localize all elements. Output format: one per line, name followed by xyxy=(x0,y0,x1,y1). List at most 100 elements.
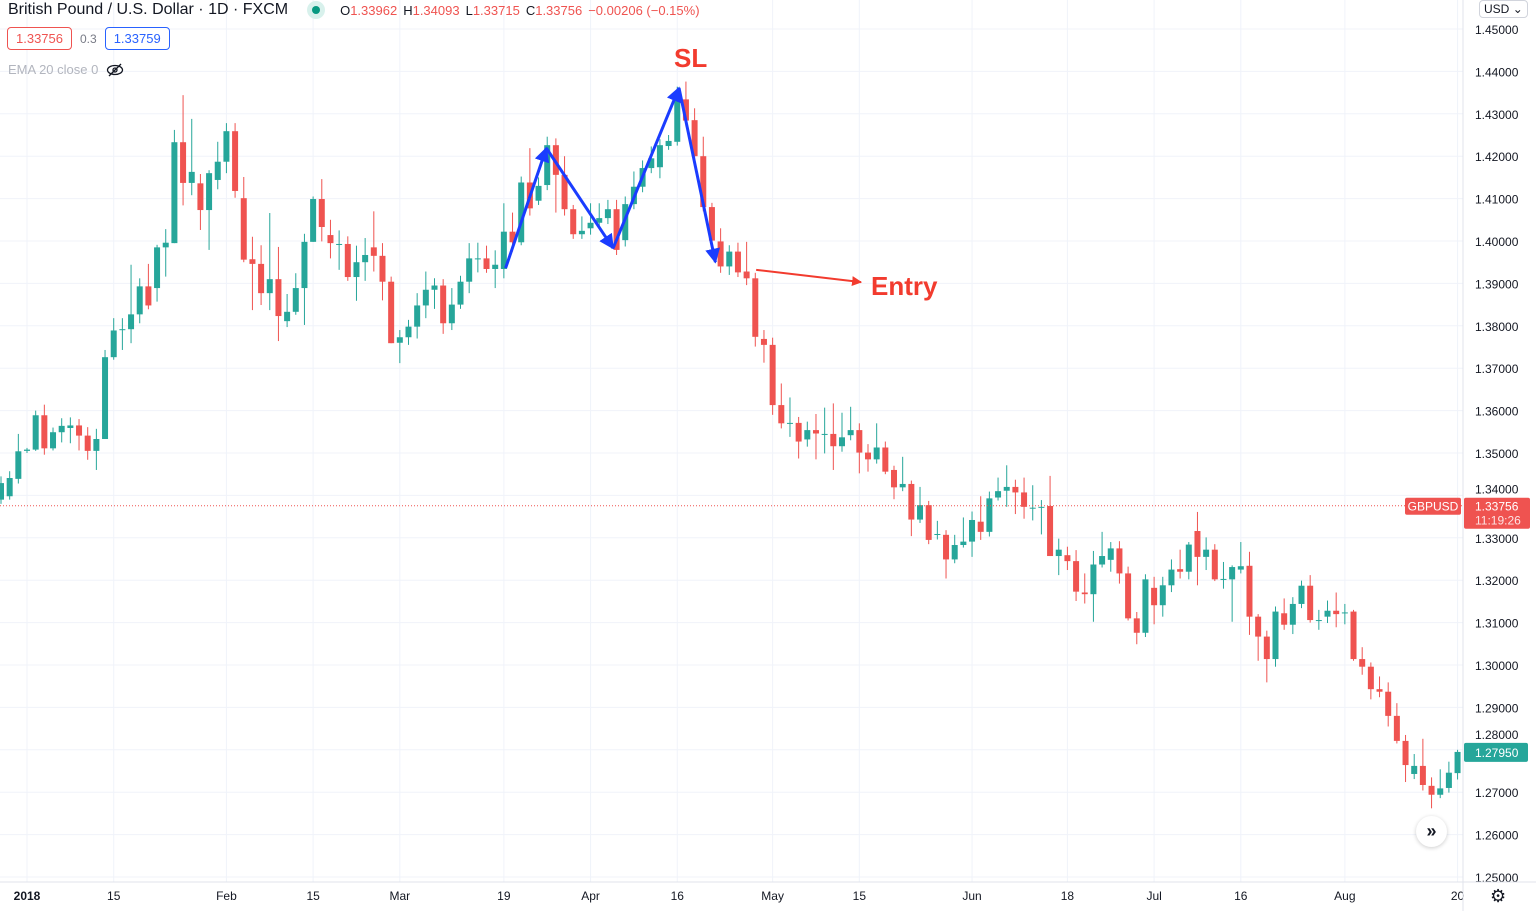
candle-body xyxy=(500,231,507,269)
x-tick-label: 15 xyxy=(107,889,121,903)
candle-body xyxy=(1038,506,1045,508)
indicator-legend[interactable]: EMA 20 close 0 xyxy=(8,62,124,77)
candle xyxy=(1177,549,1184,579)
candle-body xyxy=(674,99,681,142)
y-tick-label: 1.32000 xyxy=(1475,574,1519,588)
candle-body xyxy=(405,326,412,338)
candle xyxy=(1393,703,1400,744)
candle-body xyxy=(648,158,655,169)
candle-body xyxy=(1151,587,1158,606)
candle xyxy=(1142,574,1149,638)
candle-body xyxy=(457,281,464,305)
candle xyxy=(847,406,854,441)
candle-body xyxy=(1402,740,1409,766)
candle xyxy=(1402,734,1409,783)
candle xyxy=(162,229,169,277)
candle-body xyxy=(197,183,204,211)
candle-body xyxy=(232,131,239,191)
candle-body xyxy=(1142,579,1149,633)
candle-body xyxy=(1419,765,1426,785)
y-tick-label: 1.30000 xyxy=(1475,659,1519,673)
candle xyxy=(1159,576,1166,617)
candle xyxy=(743,241,750,286)
candle xyxy=(752,272,759,347)
candle xyxy=(1237,542,1244,574)
candle-body xyxy=(1229,567,1236,580)
sell-button[interactable]: 1.33756 xyxy=(7,27,72,50)
symbol-label: GBPUSD xyxy=(1408,500,1459,514)
candle xyxy=(154,244,161,302)
candle-body xyxy=(1055,549,1062,557)
eye-off-icon[interactable] xyxy=(106,63,124,77)
candle xyxy=(84,427,91,460)
candle xyxy=(717,228,724,273)
candle-body xyxy=(84,435,91,451)
scroll-to-realtime-button[interactable]: » xyxy=(1416,816,1447,847)
candle xyxy=(188,118,195,196)
x-tick-label: Jun xyxy=(962,889,981,903)
candle xyxy=(258,245,265,306)
candle-body xyxy=(275,279,282,317)
candle-body xyxy=(422,289,429,306)
candle xyxy=(1246,551,1253,635)
candle-body xyxy=(206,173,213,211)
candle xyxy=(917,486,924,523)
candle xyxy=(1298,580,1305,609)
settings-gear-icon[interactable]: ⚙ xyxy=(1490,886,1507,906)
candle-body xyxy=(370,247,377,256)
candle-body xyxy=(1220,578,1227,580)
candle-body xyxy=(570,209,577,235)
candle xyxy=(1376,676,1383,698)
candle-body xyxy=(1029,507,1036,509)
candle-body xyxy=(154,247,161,289)
candle xyxy=(1211,544,1218,582)
candle-body xyxy=(1298,585,1305,604)
candle-body xyxy=(544,145,551,186)
candle-body xyxy=(1437,788,1444,795)
candle xyxy=(769,337,776,415)
candle xyxy=(206,170,213,250)
candle xyxy=(899,456,906,492)
candle xyxy=(552,138,559,213)
candle xyxy=(1307,575,1314,623)
candle-body xyxy=(518,182,525,243)
x-tick-label: 19 xyxy=(497,889,511,903)
candle xyxy=(1359,647,1366,675)
candle-body xyxy=(93,439,100,451)
y-tick-label: 1.28000 xyxy=(1475,728,1519,742)
candle xyxy=(1255,614,1262,661)
candle xyxy=(232,123,239,198)
candle-body xyxy=(258,263,265,294)
candle xyxy=(708,202,715,246)
candle xyxy=(613,199,620,255)
candle xyxy=(249,236,256,311)
candle-body xyxy=(847,430,854,436)
currency-dropdown[interactable]: USD ⌄ xyxy=(1479,0,1528,18)
candle xyxy=(414,293,421,339)
candle-body xyxy=(596,218,603,223)
spread: 0.3 xyxy=(80,31,97,46)
candle xyxy=(812,413,819,460)
entry-arrow xyxy=(756,268,863,287)
candle xyxy=(838,412,845,452)
low-label: L xyxy=(465,2,473,18)
y-tick-label: 1.29000 xyxy=(1475,701,1519,715)
countdown-label: 11:19:26 xyxy=(1475,514,1521,528)
candle xyxy=(804,421,811,447)
candle-body xyxy=(1272,611,1279,660)
candle xyxy=(1107,542,1114,572)
candle xyxy=(492,250,499,289)
symbol-title[interactable]: British Pound / U.S. Dollar · 1D · FXCM xyxy=(8,1,289,18)
candle-body xyxy=(960,541,967,546)
candle xyxy=(483,245,490,273)
x-tick-label: 2018 xyxy=(14,889,41,903)
open-value: 1.33962 xyxy=(350,2,398,18)
buy-button[interactable]: 1.33759 xyxy=(104,27,170,50)
candle xyxy=(474,242,481,273)
candle-body xyxy=(336,243,343,245)
candle xyxy=(1073,550,1080,601)
candle-body xyxy=(1341,612,1348,614)
candle xyxy=(1133,612,1140,645)
candle xyxy=(1116,541,1123,584)
